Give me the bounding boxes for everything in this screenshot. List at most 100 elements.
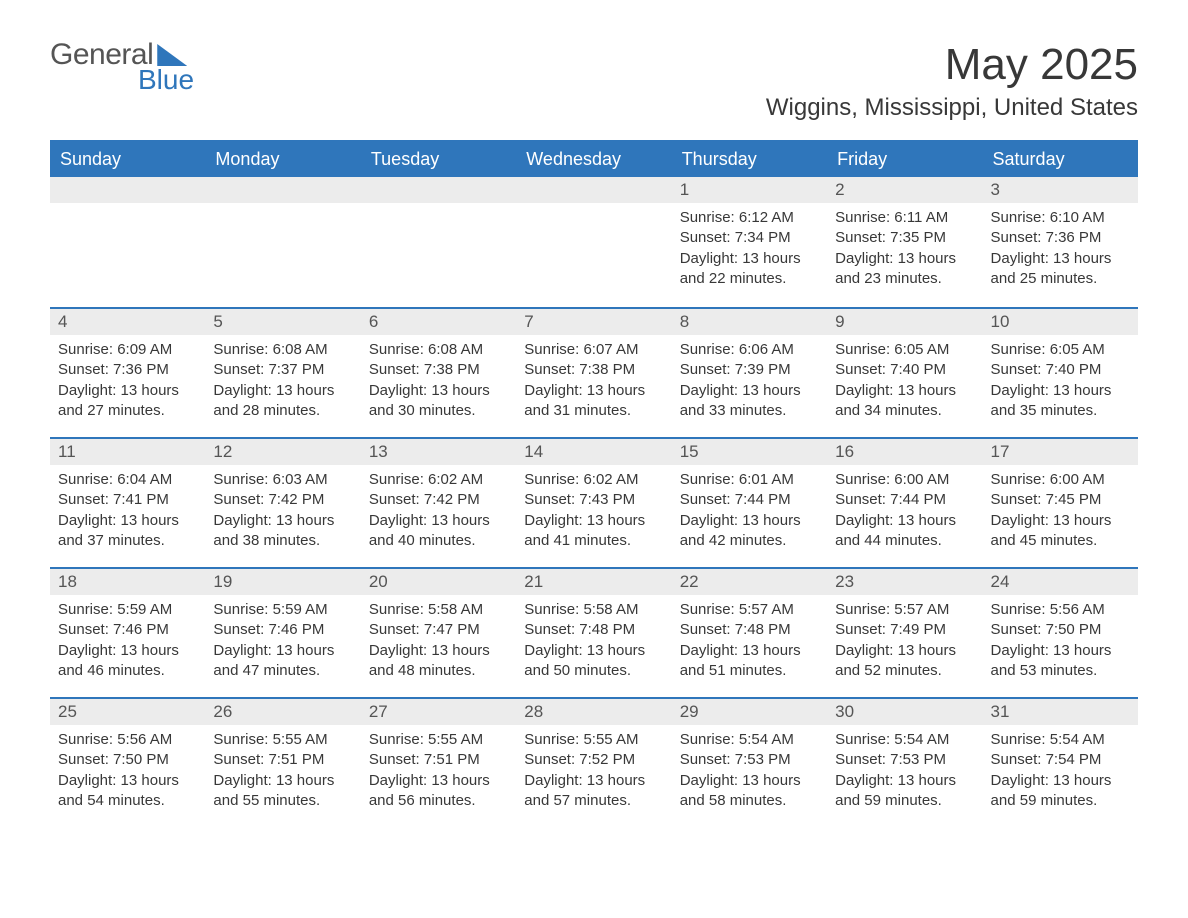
day-number: 4 [50,307,205,335]
calendar-cell: 20 Sunrise: 5:58 AMSunset: 7:47 PMDayligh… [361,567,516,697]
calendar-cell: 16Sunrise: 6:00 AMSunset: 7:44 PMDayligh… [827,437,982,567]
calendar-cell: 6Sunrise: 6:08 AMSunset: 7:38 PMDaylight… [361,307,516,437]
sunrise-line: Sunrise: 6:00 AM [991,470,1130,490]
day-number: 20 [361,567,516,595]
sunrise-line: Sunrise: 5:54 AM [835,730,974,750]
sunset-line: Sunset: 7:40 PM [991,360,1130,380]
day-details: Sunrise: 6:01 AMSunset: 7:44 PMDaylight:… [672,465,827,561]
calendar-cell: 8Sunrise: 6:06 AMSunset: 7:39 PMDaylight… [672,307,827,437]
daylight-line: Daylight: 13 hours and 38 minutes. [213,511,352,552]
day-number: 30 [827,697,982,725]
sunset-line: Sunset: 7:46 PM [213,620,352,640]
calendar-week-row: 11Sunrise: 6:04 AMSunset: 7:41 PMDayligh… [50,437,1138,567]
sunrise-line: Sunrise: 6:08 AM [369,340,508,360]
sunset-line: Sunset: 7:40 PM [835,360,974,380]
calendar-cell: 18Sunrise: 5:59 AMSunset: 7:46 PMDayligh… [50,567,205,697]
calendar-cell: 28Sunrise: 5:55 AMSunset: 7:52 PMDayligh… [516,697,671,827]
sunset-line: Sunset: 7:53 PM [835,750,974,770]
sunrise-line: Sunrise: 6:11 AM [835,208,974,228]
daylight-line: Daylight: 13 hours and 59 minutes. [991,771,1130,812]
day-details: Sunrise: 5:55 AMSunset: 7:51 PMDaylight:… [361,725,516,821]
calendar-cell [205,177,360,307]
sunrise-line: Sunrise: 5:55 AM [369,730,508,750]
empty-day-header [50,177,205,203]
day-details: Sunrise: 5:58 AMSunset: 7:48 PMDaylight:… [516,595,671,691]
month-title: May 2025 [766,40,1138,90]
sunrise-line: Sunrise: 5:59 AM [213,600,352,620]
daylight-line: Daylight: 13 hours and 45 minutes. [991,511,1130,552]
sunrise-line: Sunrise: 6:12 AM [680,208,819,228]
day-number: 27 [361,697,516,725]
day-number: 29 [672,697,827,725]
sunrise-line: Sunrise: 6:09 AM [58,340,197,360]
sunrise-line: Sunrise: 6:05 AM [835,340,974,360]
sunrise-line: Sunrise: 5:58 AM [369,600,508,620]
sunrise-line: Sunrise: 5:54 AM [680,730,819,750]
day-number: 19 [205,567,360,595]
daylight-line: Daylight: 13 hours and 58 minutes. [680,771,819,812]
day-number: 5 [205,307,360,335]
calendar-cell: 26Sunrise: 5:55 AMSunset: 7:51 PMDayligh… [205,697,360,827]
sunset-line: Sunset: 7:52 PM [524,750,663,770]
daylight-line: Daylight: 13 hours and 46 minutes. [58,641,197,682]
day-details: Sunrise: 6:02 AMSunset: 7:42 PMDaylight:… [361,465,516,561]
weekday-monday: Monday [205,140,360,177]
daylight-line: Daylight: 13 hours and 40 minutes. [369,511,508,552]
sunset-line: Sunset: 7:39 PM [680,360,819,380]
sunrise-line: Sunrise: 5:57 AM [835,600,974,620]
day-details: Sunrise: 6:05 AMSunset: 7:40 PMDaylight:… [983,335,1138,431]
daylight-line: Daylight: 13 hours and 50 minutes. [524,641,663,682]
sunset-line: Sunset: 7:50 PM [991,620,1130,640]
sunset-line: Sunset: 7:51 PM [369,750,508,770]
calendar-cell: 25Sunrise: 5:56 AMSunset: 7:50 PMDayligh… [50,697,205,827]
day-details: Sunrise: 6:02 AMSunset: 7:43 PMDaylight:… [516,465,671,561]
weekday-header-row: Sunday Monday Tuesday Wednesday Thursday… [50,140,1138,177]
logo-sail-icon [157,44,187,66]
day-details: Sunrise: 5:57 AMSunset: 7:48 PMDaylight:… [672,595,827,691]
title-block: May 2025 Wiggins, Mississippi, United St… [766,40,1138,122]
sunset-line: Sunset: 7:35 PM [835,228,974,248]
empty-day-body [50,203,205,218]
daylight-line: Daylight: 13 hours and 35 minutes. [991,381,1130,422]
sunrise-line: Sunrise: 5:57 AM [680,600,819,620]
calendar-cell [516,177,671,307]
daylight-line: Daylight: 13 hours and 57 minutes. [524,771,663,812]
calendar-cell: 3Sunrise: 6:10 AMSunset: 7:36 PMDaylight… [983,177,1138,307]
day-number: 13 [361,437,516,465]
daylight-line: Daylight: 13 hours and 37 minutes. [58,511,197,552]
daylight-line: Daylight: 13 hours and 44 minutes. [835,511,974,552]
sunset-line: Sunset: 7:49 PM [835,620,974,640]
daylight-line: Daylight: 13 hours and 47 minutes. [213,641,352,682]
calendar-cell: 4Sunrise: 6:09 AMSunset: 7:36 PMDaylight… [50,307,205,437]
day-number: 10 [983,307,1138,335]
calendar-cell [50,177,205,307]
daylight-line: Daylight: 13 hours and 48 minutes. [369,641,508,682]
sunset-line: Sunset: 7:54 PM [991,750,1130,770]
sunset-line: Sunset: 7:47 PM [369,620,508,640]
sunset-line: Sunset: 7:42 PM [213,490,352,510]
day-details: Sunrise: 6:10 AMSunset: 7:36 PMDaylight:… [983,203,1138,299]
day-number: 11 [50,437,205,465]
sunrise-line: Sunrise: 6:03 AM [213,470,352,490]
sunrise-line: Sunrise: 6:06 AM [680,340,819,360]
sunrise-line: Sunrise: 5:58 AM [524,600,663,620]
sunrise-line: Sunrise: 5:55 AM [524,730,663,750]
calendar-cell [361,177,516,307]
day-details: Sunrise: 5:54 AMSunset: 7:54 PMDaylight:… [983,725,1138,821]
daylight-line: Daylight: 13 hours and 51 minutes. [680,641,819,682]
daylight-line: Daylight: 13 hours and 25 minutes. [991,249,1130,290]
day-number: 8 [672,307,827,335]
daylight-line: Daylight: 13 hours and 52 minutes. [835,641,974,682]
day-details: Sunrise: 6:04 AMSunset: 7:41 PMDaylight:… [50,465,205,561]
empty-day-header [361,177,516,203]
sunset-line: Sunset: 7:43 PM [524,490,663,510]
day-number: 22 [672,567,827,595]
sunset-line: Sunset: 7:51 PM [213,750,352,770]
day-number: 1 [672,177,827,203]
sunset-line: Sunset: 7:42 PM [369,490,508,510]
day-number: 23 [827,567,982,595]
empty-day-body [361,203,516,218]
sunset-line: Sunset: 7:36 PM [991,228,1130,248]
calendar-week-row: 4Sunrise: 6:09 AMSunset: 7:36 PMDaylight… [50,307,1138,437]
day-number: 9 [827,307,982,335]
